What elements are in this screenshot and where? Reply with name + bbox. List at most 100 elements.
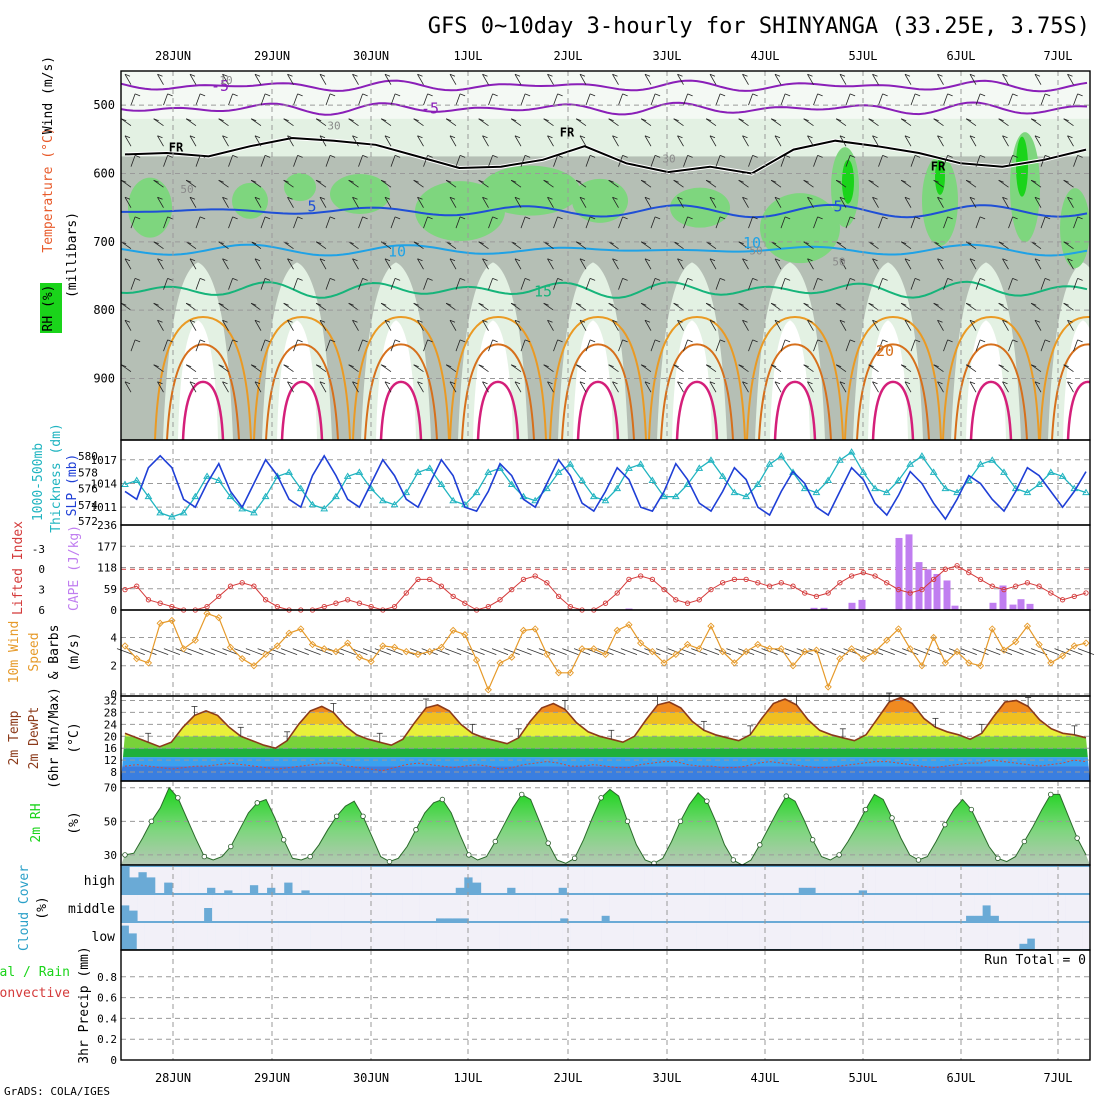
cloud-cell — [790, 923, 799, 949]
cloud-cell — [146, 867, 156, 878]
wind-barb — [933, 118, 944, 126]
lifted-index-point — [1024, 580, 1031, 586]
wind-barb-flag — [1002, 381, 1008, 385]
wind-barb — [514, 320, 522, 331]
wind-barb-flag — [394, 278, 401, 281]
wind-speed-point — [355, 653, 364, 661]
cloud-cell — [735, 923, 744, 949]
wind-speed-point — [414, 650, 422, 659]
top-date-labels: 28JUN 29JUN 30JUN 1JUL 2JUL 3JUL 4JUL 5JUL 6JUL 7… — [155, 49, 1073, 63]
rh-point — [545, 840, 551, 846]
cloud-cell — [969, 867, 979, 893]
wind-barb-flag — [511, 179, 517, 183]
wind-barb — [1054, 648, 1071, 655]
wind-barb — [998, 241, 1009, 249]
wind-barb-flag — [492, 155, 498, 158]
wind-barb-flag — [319, 73, 326, 77]
cloud-cell — [644, 867, 653, 893]
cloud-cell — [918, 867, 928, 893]
wind-barb — [813, 339, 818, 352]
lifted-index-point — [227, 583, 234, 589]
wind-barb — [413, 302, 424, 311]
cloud-cell — [427, 895, 437, 921]
wind-barb — [673, 179, 684, 188]
cloud-cell — [684, 895, 693, 921]
wind-barb — [140, 648, 157, 655]
wind-barb-flag — [251, 179, 257, 183]
wind-barb-flag — [784, 339, 791, 343]
rh-point — [466, 852, 472, 858]
cloud-cell — [562, 923, 571, 949]
wind-barb-flag — [969, 319, 976, 323]
wind-barb — [1034, 135, 1042, 147]
cloud-cell — [223, 867, 233, 891]
wind-barb — [1030, 179, 1042, 188]
cloud-cell — [357, 923, 366, 949]
cloud-cell — [822, 923, 831, 949]
wind-barb-flag — [579, 196, 586, 200]
wind-barb — [482, 320, 489, 331]
wind-barb — [222, 74, 229, 85]
cloud-cell — [341, 923, 350, 949]
wind-barb-flag — [774, 258, 781, 262]
wind-barb-flag — [222, 381, 228, 385]
thickness-point — [167, 512, 176, 520]
cloud-cell — [885, 923, 894, 949]
temperature-contour-25 — [856, 343, 930, 440]
wind-barb-flag — [557, 278, 563, 281]
wind-barb-flag — [232, 339, 238, 343]
wind-barb — [417, 320, 424, 331]
wind-barb — [618, 216, 623, 229]
wind-barb-flag — [199, 93, 206, 97]
cloud-cell — [667, 895, 677, 921]
li-tick-label: -3 — [32, 543, 45, 556]
cloud-cell — [404, 923, 413, 949]
thickness-point — [332, 492, 340, 500]
wind-barb-flag — [998, 118, 1004, 122]
cloud-cell — [948, 923, 957, 949]
wind-barb — [975, 216, 981, 229]
cloud-cell — [396, 923, 405, 949]
wind-barb — [384, 258, 392, 270]
date-label-bottom: 2JUL — [554, 1071, 583, 1085]
wind-barb — [514, 135, 522, 147]
thickness-point — [871, 484, 879, 492]
cloud-cell — [489, 867, 499, 893]
cloud-cell — [832, 867, 842, 893]
wind-barb — [872, 381, 879, 393]
cloud-cell — [310, 923, 319, 949]
wind-barb — [748, 278, 753, 290]
wind-barb-flag — [673, 179, 679, 183]
lifted-index-point — [415, 576, 421, 583]
wind-barb — [965, 302, 977, 311]
wind-barb — [608, 364, 619, 372]
wind-barb — [872, 135, 879, 147]
wind-barb-flag — [478, 241, 484, 245]
cloud-cell — [584, 867, 593, 893]
wind-barb-flag — [947, 278, 953, 281]
wind-barb-flag — [157, 319, 163, 323]
wind-barb-flag — [222, 73, 228, 77]
wind-barb-flag — [904, 135, 911, 139]
wind-speed-point — [320, 645, 328, 653]
thickness-unit-label: Thickness (dm) — [49, 423, 64, 533]
wind-speed-point — [566, 669, 574, 677]
temperature-contour-25 — [954, 343, 1028, 440]
wind-barb — [709, 381, 717, 393]
cloud-cell — [388, 923, 398, 949]
wind-barb — [210, 648, 227, 655]
wind-barb-flag — [417, 319, 423, 323]
wind-barb — [1040, 93, 1046, 106]
wind-speed-point — [379, 642, 387, 650]
lifted-index-point — [977, 576, 984, 583]
thickness-point — [730, 488, 739, 496]
wind-barb — [803, 179, 814, 188]
wind-speed-point — [344, 639, 352, 647]
wind-barb-flag — [394, 216, 401, 220]
cloud-cell — [452, 895, 461, 919]
wind-barb-flag — [1044, 278, 1051, 281]
cloud-cell — [275, 867, 285, 893]
wind-barb-flag — [449, 135, 456, 139]
wind-barb — [153, 179, 164, 188]
cloud-cell — [121, 923, 130, 926]
